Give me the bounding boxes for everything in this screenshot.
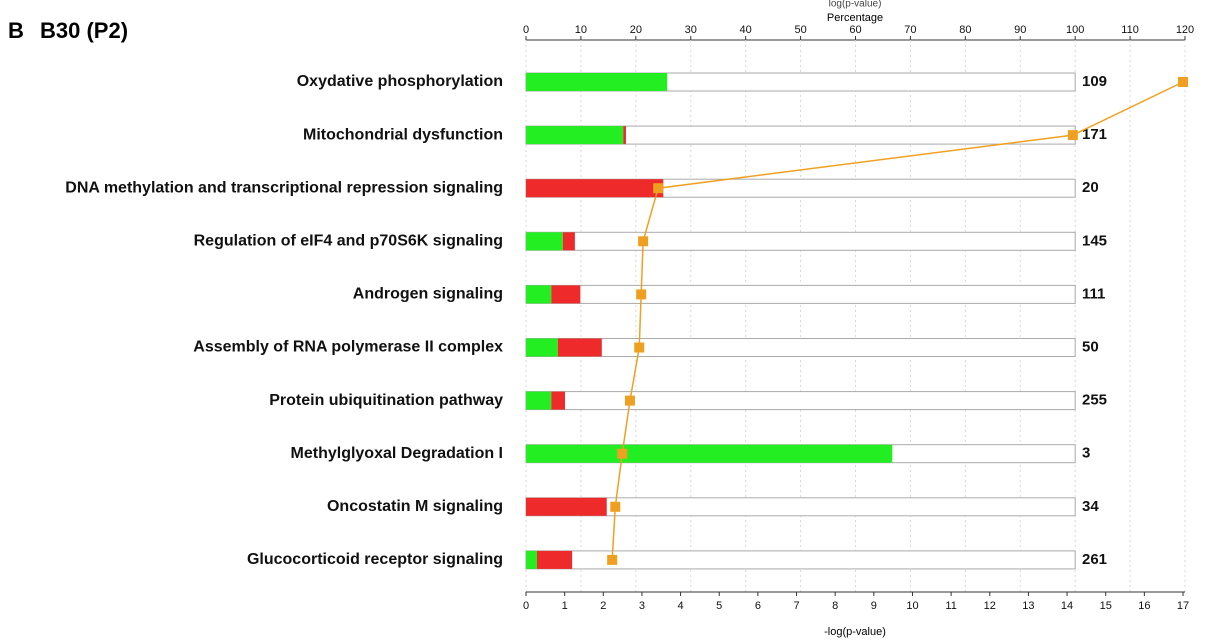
bar-segment (526, 285, 552, 304)
total-label: 171 (1082, 126, 1107, 143)
x2-tick-label: 15 (1100, 600, 1112, 612)
bar-segment (526, 497, 607, 516)
x2-tick-label: 8 (832, 600, 838, 612)
line-marker (1067, 130, 1078, 141)
bar-segment (526, 73, 668, 91)
x-tick-label: 50 (794, 24, 806, 36)
total-label: 255 (1082, 392, 1107, 409)
category-label: DNA methylation and transcriptional repr… (65, 179, 503, 196)
line-marker (607, 554, 618, 565)
bar-frame (525, 284, 1076, 304)
chart-title: B30 (P2) (40, 18, 128, 43)
bar-frame (525, 231, 1076, 251)
x-tick-label: 100 (1066, 24, 1084, 36)
total-label: 145 (1082, 232, 1107, 249)
line-marker (634, 342, 645, 353)
x2-tick-label: 13 (1022, 600, 1034, 612)
line-marker (638, 236, 649, 247)
x-tick-label: 80 (959, 24, 971, 36)
bar-segment (557, 338, 602, 357)
bar-segment (551, 285, 581, 304)
x2-tick-label: 4 (678, 600, 684, 612)
bar-segment (526, 179, 664, 198)
x-tick-label: 90 (1014, 24, 1026, 36)
x-axis-label: Percentage (827, 12, 883, 24)
category-label: Mitochondrial dysfunction (303, 126, 503, 143)
bar-segment (562, 232, 575, 251)
total-label: 3 (1082, 445, 1090, 462)
x-tick-label: 110 (1121, 24, 1139, 36)
bar-frame (525, 497, 1076, 517)
x2-tick-label: 1 (562, 600, 568, 612)
x2-tick-label: 2 (600, 600, 606, 612)
x2-axis-label: -log(p-value) (824, 626, 886, 638)
bar-segment (526, 391, 552, 410)
x2-tick-label: 3 (639, 600, 645, 612)
line-marker (624, 395, 635, 406)
bar-segment (526, 338, 558, 357)
bar-segment (551, 391, 565, 410)
x2-tick-label: 11 (945, 600, 956, 612)
x2-tick-label: 14 (1061, 600, 1073, 612)
bar-segment (526, 444, 893, 463)
x2-tick-label: 10 (906, 600, 918, 612)
top-axis-caption: log(p-value) (829, 0, 882, 10)
bar-segment (526, 126, 624, 145)
line-marker (653, 183, 664, 194)
panel-label: B (8, 18, 24, 43)
bar-segment (526, 232, 563, 251)
x-tick-label: 40 (740, 24, 752, 36)
total-label: 109 (1082, 73, 1107, 90)
x-tick-label: 30 (685, 24, 697, 36)
bar-segment (526, 550, 537, 569)
line (611, 81, 1184, 560)
x-tick-label: 20 (630, 24, 642, 36)
total-label: 50 (1082, 338, 1099, 355)
x-tick-label: 120 (1176, 24, 1194, 36)
category-label: Methylglyoxal Degradation I (291, 445, 503, 462)
x-tick-label: 60 (849, 24, 861, 36)
bar-segment (536, 550, 573, 569)
line-marker (1178, 77, 1188, 87)
x2-tick-label: 12 (984, 600, 996, 612)
x2-tick-label: 0 (523, 600, 529, 612)
x2-tick-label: 17 (1177, 600, 1189, 612)
category-label: Assembly of RNA polymerase II complex (193, 339, 503, 356)
bar-segment (623, 126, 626, 145)
line-marker (610, 501, 621, 512)
bar-frame (525, 338, 1076, 357)
total-label: 34 (1082, 498, 1099, 515)
total-label: 261 (1082, 551, 1107, 568)
total-label: 20 (1082, 179, 1099, 196)
x2-tick-label: 5 (716, 600, 722, 612)
x-tick-label: 10 (575, 24, 587, 36)
x-tick-label: 0 (523, 24, 529, 36)
bar-frame (525, 391, 1076, 411)
line-marker (636, 289, 647, 300)
line-marker (617, 448, 628, 459)
x2-tick-label: 9 (871, 600, 877, 612)
category-label: Glucocorticoid receptor signaling (247, 551, 503, 568)
x2-tick-label: 7 (793, 600, 799, 612)
category-label: Regulation of eIF4 and p70S6K signaling (194, 233, 503, 250)
x-tick-label: 70 (904, 24, 916, 36)
total-label: 111 (1082, 285, 1105, 302)
x2-tick-label: 6 (755, 600, 761, 612)
x2-tick-label: 16 (1138, 600, 1150, 612)
category-label: Oncostatin M signaling (327, 498, 503, 515)
category-label: Oxydative phosphorylation (297, 73, 503, 90)
category-label: Androgen signaling (353, 286, 503, 303)
category-label: Protein ubiquitination pathway (269, 392, 503, 409)
